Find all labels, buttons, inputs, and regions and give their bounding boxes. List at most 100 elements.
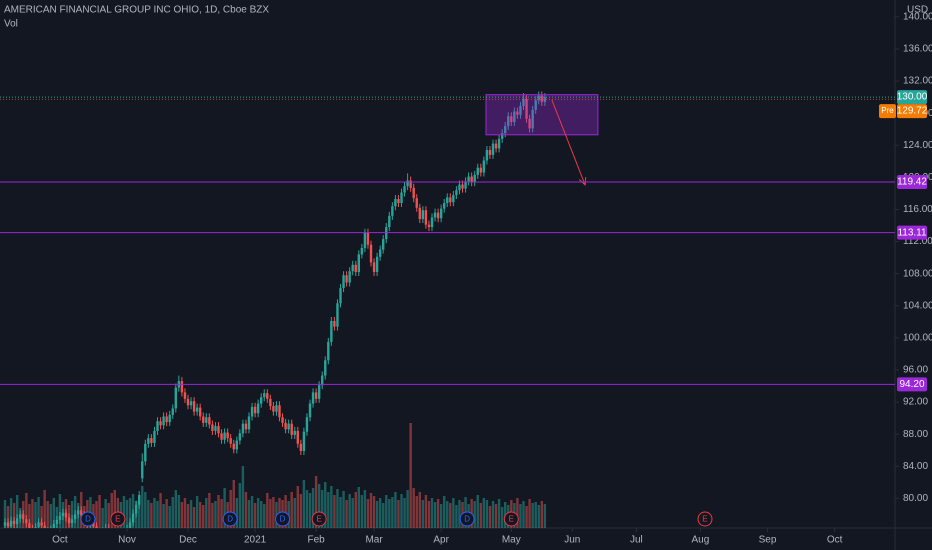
candle-body	[427, 224, 431, 228]
volume-bar	[31, 499, 34, 528]
pre-name-box	[879, 104, 896, 119]
event-label: D	[85, 515, 91, 524]
candle-body	[128, 522, 132, 528]
candle-body	[421, 210, 425, 220]
volume-bar	[421, 500, 425, 528]
candle-body	[418, 207, 422, 220]
candle-body	[141, 461, 144, 479]
volume-bar	[531, 503, 534, 528]
level-label-box	[897, 174, 927, 189]
volume-bar	[436, 499, 440, 528]
candle-body	[314, 392, 318, 399]
volume-bar	[427, 501, 431, 528]
y-tick-label: 96.00	[903, 365, 928, 376]
y-tick-label: 124.00	[903, 140, 932, 151]
volume-bar	[385, 495, 388, 528]
candle-body	[144, 443, 147, 462]
candle-body	[439, 208, 443, 219]
candle-body	[16, 518, 19, 524]
volume-bar	[321, 490, 324, 528]
volume-bar	[534, 502, 537, 528]
volume-bar	[372, 496, 376, 528]
volume-bar	[424, 495, 428, 528]
candle-body	[455, 190, 458, 195]
volume-bar	[360, 495, 364, 528]
candle-body	[256, 403, 260, 414]
candle-body	[415, 198, 418, 208]
candle-body	[43, 525, 46, 528]
candle-body	[159, 421, 162, 426]
volume-bar	[153, 498, 156, 528]
candle-body	[278, 405, 281, 418]
arrow-line	[551, 99, 586, 186]
candle-body	[436, 212, 440, 219]
candle-body	[77, 510, 80, 515]
volume-bar	[141, 486, 144, 528]
x-tick-label: 2021	[244, 535, 267, 546]
candle-body	[183, 392, 187, 399]
zone-rectangle	[485, 94, 599, 136]
candle-body	[369, 244, 373, 263]
volume-bar	[388, 499, 391, 528]
candle-body	[147, 438, 150, 444]
candle-body	[522, 98, 525, 106]
x-tick-label: Apr	[433, 535, 449, 546]
candle-body	[220, 433, 223, 440]
candle-body	[305, 417, 309, 432]
volume-bar	[110, 493, 113, 528]
candle-body	[333, 320, 336, 327]
candle-body	[339, 288, 342, 304]
volume-bar	[540, 501, 544, 528]
candle-body	[473, 174, 476, 183]
last-price-label: 130.00	[897, 92, 928, 103]
candle-body	[311, 392, 315, 404]
candle-body	[528, 118, 531, 129]
candle-body	[12, 520, 16, 524]
candle-body	[494, 143, 498, 149]
candle-body	[52, 523, 56, 528]
volume-bar	[40, 506, 43, 528]
volume-bar	[488, 506, 492, 528]
volume-bar	[394, 492, 397, 528]
volume-bar	[314, 476, 318, 528]
volume-bar	[269, 499, 272, 528]
currency: USD	[907, 5, 928, 16]
candle-body	[479, 167, 483, 173]
volume-bar	[324, 482, 327, 528]
candle-body	[153, 430, 156, 443]
volume-bar	[144, 492, 147, 528]
y-tick-label: 140.00	[903, 11, 932, 22]
volume-bar	[223, 488, 226, 528]
x-tick-label: Jun	[564, 535, 580, 546]
volume-bar	[485, 500, 489, 528]
volume-bar	[391, 497, 394, 528]
volume-bar	[205, 498, 208, 528]
event-marker	[80, 511, 96, 527]
volume-bar	[138, 495, 141, 528]
candle-body	[95, 526, 98, 528]
candle-body	[458, 184, 461, 191]
candle-body	[412, 187, 415, 199]
candle-body	[205, 417, 208, 423]
candle-body	[537, 95, 540, 101]
candle-body	[138, 495, 141, 505]
volume-bar	[220, 499, 223, 528]
event-label: D	[280, 515, 286, 524]
candle-body	[150, 438, 153, 443]
volume-bar	[104, 499, 107, 528]
candle-body	[226, 432, 229, 439]
candle-body	[80, 510, 83, 516]
candle-body	[28, 523, 31, 528]
y-tick-label: 92.00	[903, 397, 928, 408]
volume-bar	[351, 498, 354, 528]
candle-body	[464, 181, 467, 189]
volume-bar	[98, 495, 101, 528]
candle-body	[281, 417, 284, 423]
volume-bar	[443, 496, 446, 528]
candle-body	[397, 199, 400, 204]
volume-bar	[284, 495, 287, 528]
candle-body	[235, 440, 239, 450]
y-tick-label: 104.00	[903, 300, 932, 311]
candle-body	[327, 341, 330, 361]
